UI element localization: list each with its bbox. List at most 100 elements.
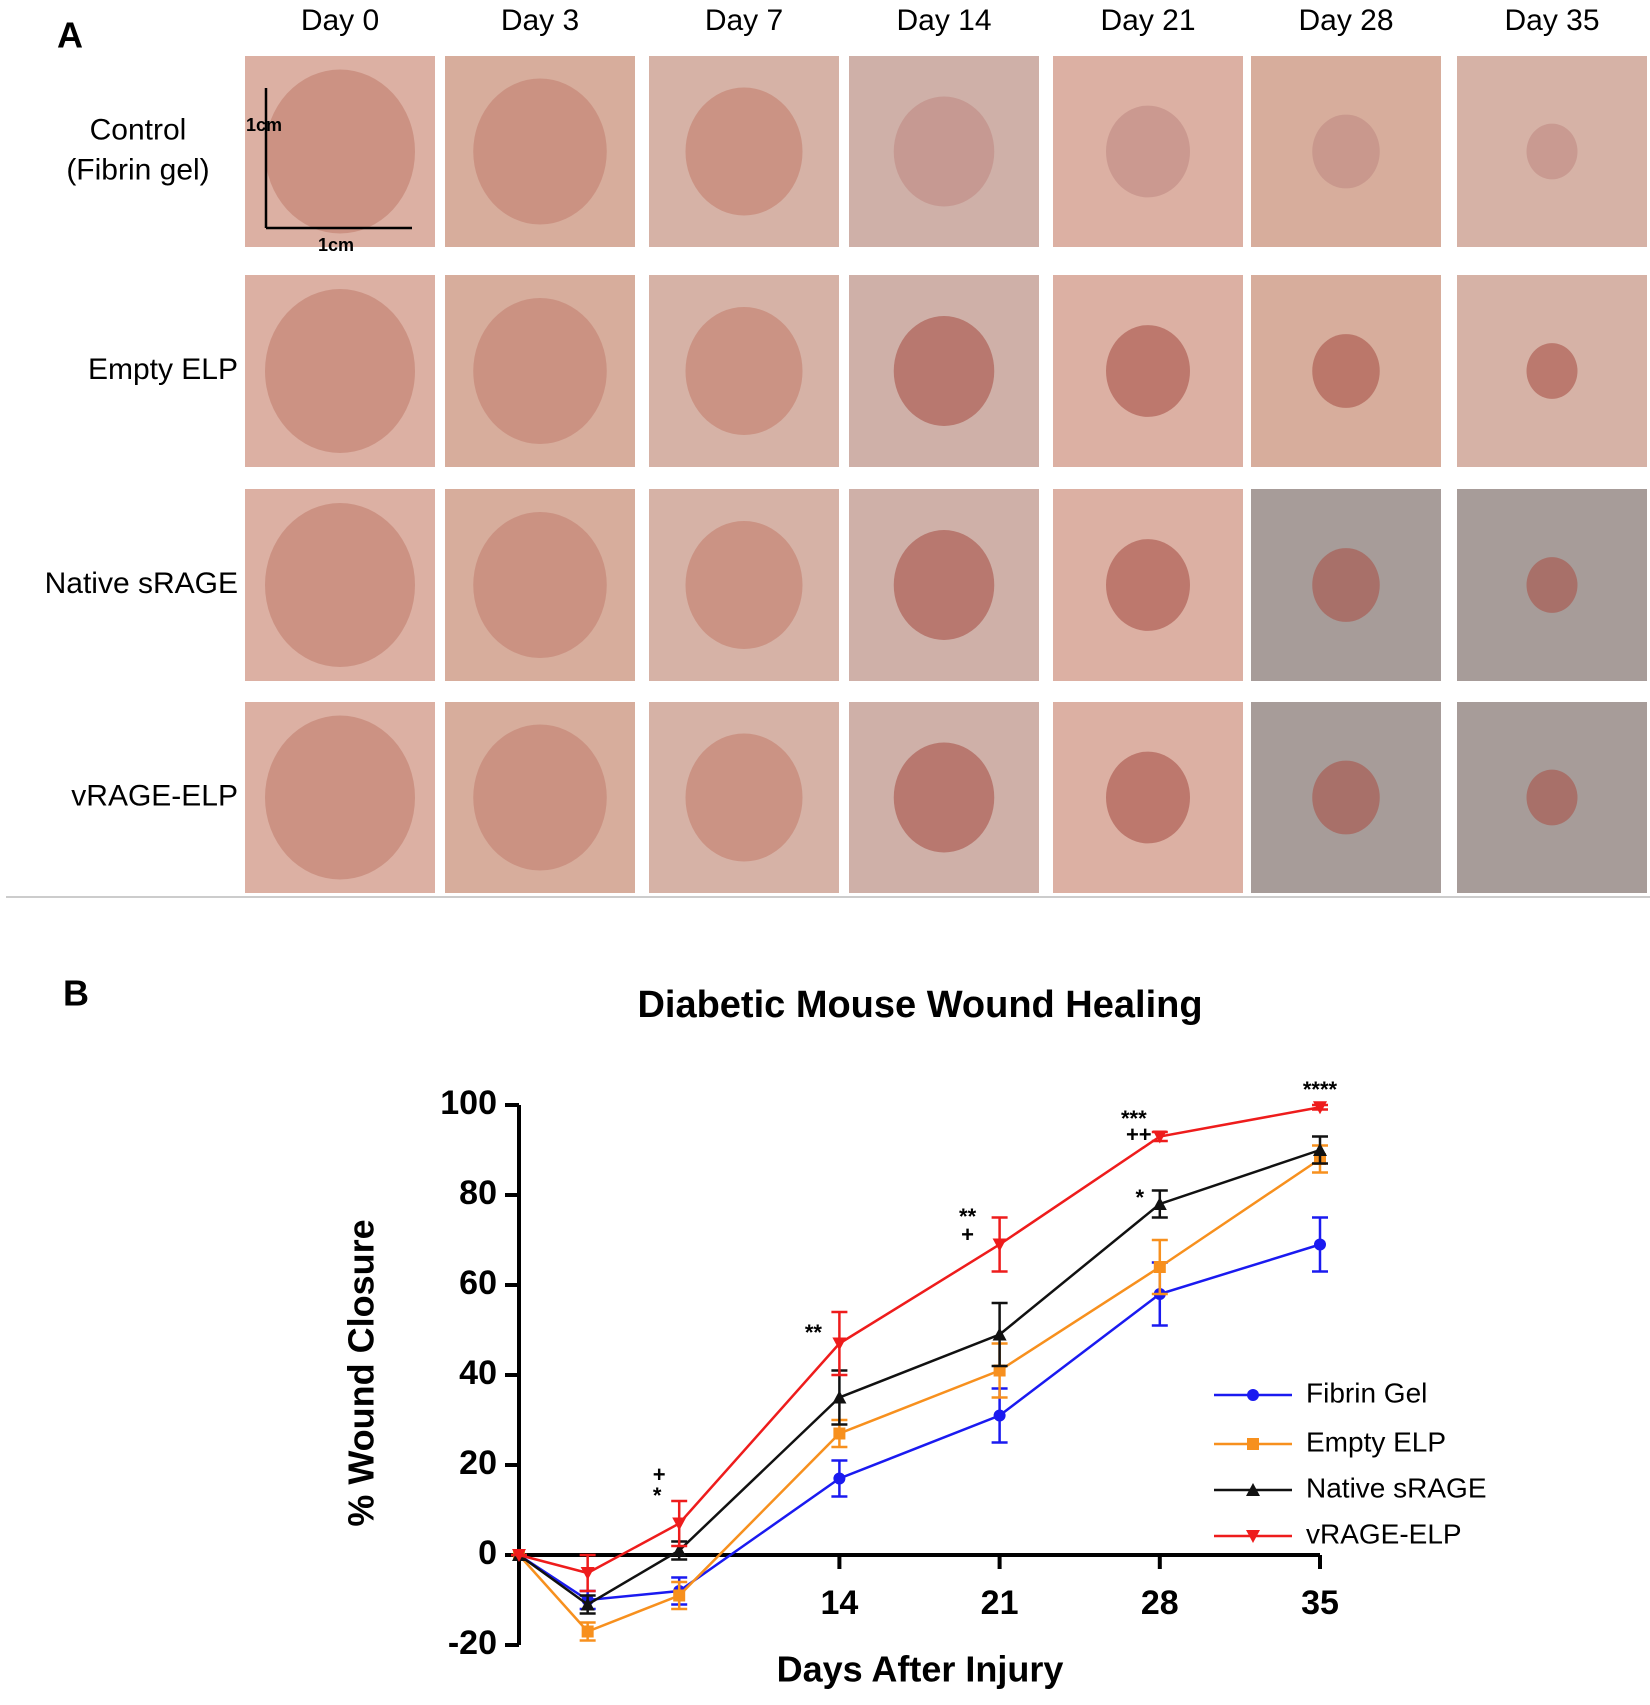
marker (1153, 1261, 1166, 1273)
wound-area (893, 96, 995, 207)
row-label: Native sRAGE (45, 567, 238, 600)
wound-photo (445, 489, 635, 681)
wound-photo (1251, 702, 1441, 893)
marker (1313, 1143, 1327, 1156)
marker (992, 1238, 1007, 1252)
marker (1246, 1530, 1260, 1543)
wound-area (685, 87, 803, 216)
marker (672, 1543, 687, 1557)
wound-photo (1457, 702, 1647, 893)
wound-photo (1457, 275, 1647, 467)
wound-area (893, 316, 995, 426)
y-tick-label: 60 (459, 1264, 497, 1302)
wound-area (1106, 751, 1190, 844)
marker (1247, 1438, 1259, 1450)
marker (580, 1567, 595, 1580)
wound-area (1526, 123, 1578, 180)
wound-photo (849, 56, 1039, 247)
wound-area (1106, 325, 1190, 417)
row-label: Control (Fibrin gel) (66, 113, 209, 186)
legend-label: vRAGE-ELP (1306, 1518, 1462, 1549)
significance-mark: * (653, 1483, 662, 1508)
x-axis-title: Days After Injury (777, 1649, 1064, 1690)
panel-label: A (57, 15, 83, 56)
wound-photo (1251, 56, 1441, 247)
row-label: vRAGE-ELP (71, 779, 238, 812)
wound-area (1312, 760, 1380, 835)
row-label: Empty ELP (88, 353, 238, 386)
wound-area (473, 512, 607, 658)
marker (672, 1517, 687, 1531)
wound-photo (1457, 489, 1647, 681)
marker (1313, 1101, 1327, 1115)
wound-photo (445, 275, 635, 467)
scale-label: 1cm (246, 115, 282, 135)
wound-photo (849, 702, 1039, 893)
wound-area (893, 742, 995, 853)
marker (993, 1364, 1006, 1377)
series-line (518, 1106, 1321, 1575)
day-label: Day 14 (896, 4, 991, 37)
wound-photo (1053, 702, 1243, 893)
legend-label: Fibrin Gel (1306, 1377, 1427, 1408)
wound-photo (1457, 56, 1647, 247)
wound-area (473, 78, 607, 225)
chart-title: Diabetic Mouse Wound Healing (637, 984, 1202, 1026)
wound-photo (245, 56, 435, 247)
wound-area (473, 724, 607, 871)
day-label: Day 7 (705, 4, 783, 37)
y-tick-label: 40 (459, 1354, 497, 1392)
wound-area (1526, 343, 1578, 399)
series-line (518, 1157, 1321, 1633)
legend-label: Empty ELP (1306, 1426, 1446, 1457)
scale-label: 1cm (318, 235, 354, 255)
x-tick-label: 28 (1141, 1584, 1179, 1622)
significance-mark: *** (1121, 1106, 1147, 1131)
marker (1247, 1389, 1259, 1401)
x-tick-label: 35 (1301, 1584, 1339, 1622)
wound-area (265, 69, 415, 234)
significance-mark: * (1136, 1185, 1145, 1210)
marker (832, 1337, 847, 1351)
wound-photo (1053, 56, 1243, 247)
marker (581, 1625, 594, 1638)
marker (992, 1327, 1007, 1341)
wound-photo (1053, 489, 1243, 681)
wound-area (265, 503, 415, 667)
wound-photo (445, 702, 635, 893)
significance-mark: ** (805, 1320, 823, 1345)
marker (1246, 1483, 1260, 1496)
marker (1152, 1197, 1167, 1210)
x-tick-label: 21 (981, 1584, 1019, 1622)
wound-area (685, 521, 803, 649)
marker (580, 1597, 595, 1611)
wound-area (265, 715, 415, 880)
day-label: Day 28 (1298, 4, 1393, 37)
marker (512, 1549, 526, 1562)
wound-photo (445, 56, 635, 247)
significance-mark: ++ (1126, 1122, 1152, 1147)
wound-photo (1053, 275, 1243, 467)
y-tick-label: 80 (459, 1174, 497, 1212)
y-tick-label: 0 (478, 1534, 497, 1572)
day-label: Day 35 (1504, 4, 1599, 37)
wound-area (1526, 557, 1578, 613)
wound-area (685, 733, 803, 862)
y-tick-label: 20 (459, 1444, 497, 1482)
significance-mark: + (961, 1222, 974, 1247)
wound-area (1106, 105, 1190, 198)
marker (673, 1589, 686, 1602)
wound-area (1106, 539, 1190, 631)
marker (1152, 1130, 1167, 1144)
wound-area (1312, 548, 1380, 622)
wound-photo (245, 489, 435, 681)
wound-photo (649, 275, 839, 467)
wound-photo (649, 702, 839, 893)
wound-area (473, 298, 607, 444)
wound-area (1312, 334, 1380, 408)
marker (832, 1390, 847, 1404)
wound-photo (1251, 275, 1441, 467)
marker (833, 1427, 846, 1440)
day-label: Day 0 (301, 4, 379, 37)
